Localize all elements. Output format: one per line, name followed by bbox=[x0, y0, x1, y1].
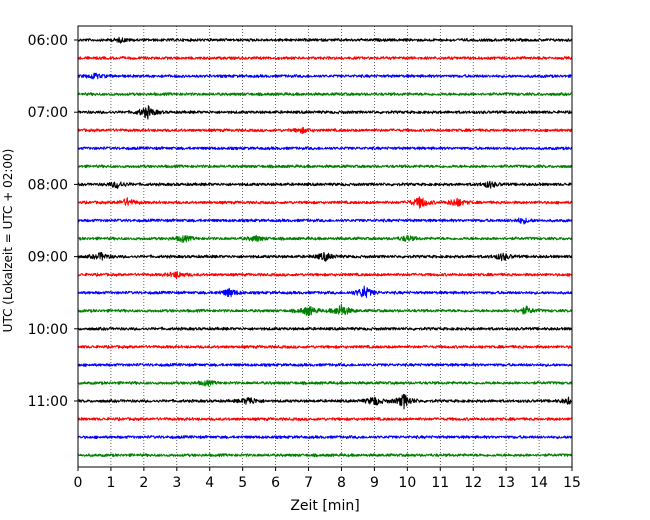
trace-line bbox=[77, 36, 573, 44]
y-axis-label: UTC (Lokalzeit = UTC + 02:00) bbox=[1, 149, 15, 333]
trace-line bbox=[77, 270, 573, 280]
trace-line bbox=[77, 303, 573, 317]
x-tick-label: 14 bbox=[530, 475, 548, 491]
x-tick-label: 15 bbox=[563, 475, 581, 491]
y-tick-label: 10:00 bbox=[28, 322, 68, 338]
trace-line bbox=[77, 453, 573, 458]
x-tick-label: 8 bbox=[337, 475, 346, 491]
seismic-traces bbox=[77, 36, 573, 458]
x-tick-label: 6 bbox=[271, 475, 280, 491]
y-tick-label: 07:00 bbox=[28, 105, 68, 121]
x-tick-label: 2 bbox=[139, 475, 148, 491]
trace-line bbox=[77, 326, 573, 331]
trace-line bbox=[77, 285, 573, 299]
trace-line bbox=[77, 164, 573, 169]
trace-line bbox=[77, 435, 573, 440]
y-tick-label: 06:00 bbox=[28, 33, 68, 49]
x-tick-label: 13 bbox=[497, 475, 515, 491]
x-tick-label: 5 bbox=[238, 475, 247, 491]
x-tick-label: 4 bbox=[205, 475, 214, 491]
y-tick-label: 08:00 bbox=[28, 177, 68, 193]
trace-line bbox=[77, 251, 573, 262]
x-tick-label: 7 bbox=[304, 475, 313, 491]
x-tick-label: 1 bbox=[106, 475, 115, 491]
x-tick-label: 11 bbox=[431, 475, 449, 491]
x-tick-label: 9 bbox=[370, 475, 379, 491]
trace-line bbox=[77, 126, 573, 135]
x-tick-label: 3 bbox=[172, 475, 181, 491]
plot-frame bbox=[77, 25, 573, 468]
x-tick-label: 0 bbox=[74, 475, 83, 491]
trace-line bbox=[77, 379, 573, 387]
y-tick-label: 09:00 bbox=[28, 250, 68, 266]
trace-line bbox=[77, 234, 573, 243]
y-axis-ticks: 06:00 07:00 08:00 09:00 10:00 11:00 bbox=[28, 33, 78, 410]
x-tick-label: 10 bbox=[398, 475, 416, 491]
trace-line bbox=[77, 196, 573, 209]
trace-line bbox=[77, 146, 573, 151]
x-axis-label: Zeit [min] bbox=[290, 498, 359, 514]
trace-line bbox=[77, 92, 573, 97]
trace-line bbox=[77, 417, 573, 422]
trace-line bbox=[77, 362, 573, 367]
x-tick-label: 12 bbox=[464, 475, 482, 491]
x-axis-ticks: 0 1 2 3 4 5 6 7 8 9 10 11 12 13 14 15 bbox=[74, 467, 581, 491]
trace-line bbox=[77, 55, 573, 61]
trace-line bbox=[77, 393, 573, 410]
trace-line bbox=[77, 105, 573, 120]
trace-line bbox=[77, 217, 573, 225]
trace-line bbox=[77, 344, 573, 349]
trace-line bbox=[77, 72, 573, 80]
trace-line bbox=[77, 180, 573, 189]
y-tick-label: 11:00 bbox=[28, 394, 68, 410]
